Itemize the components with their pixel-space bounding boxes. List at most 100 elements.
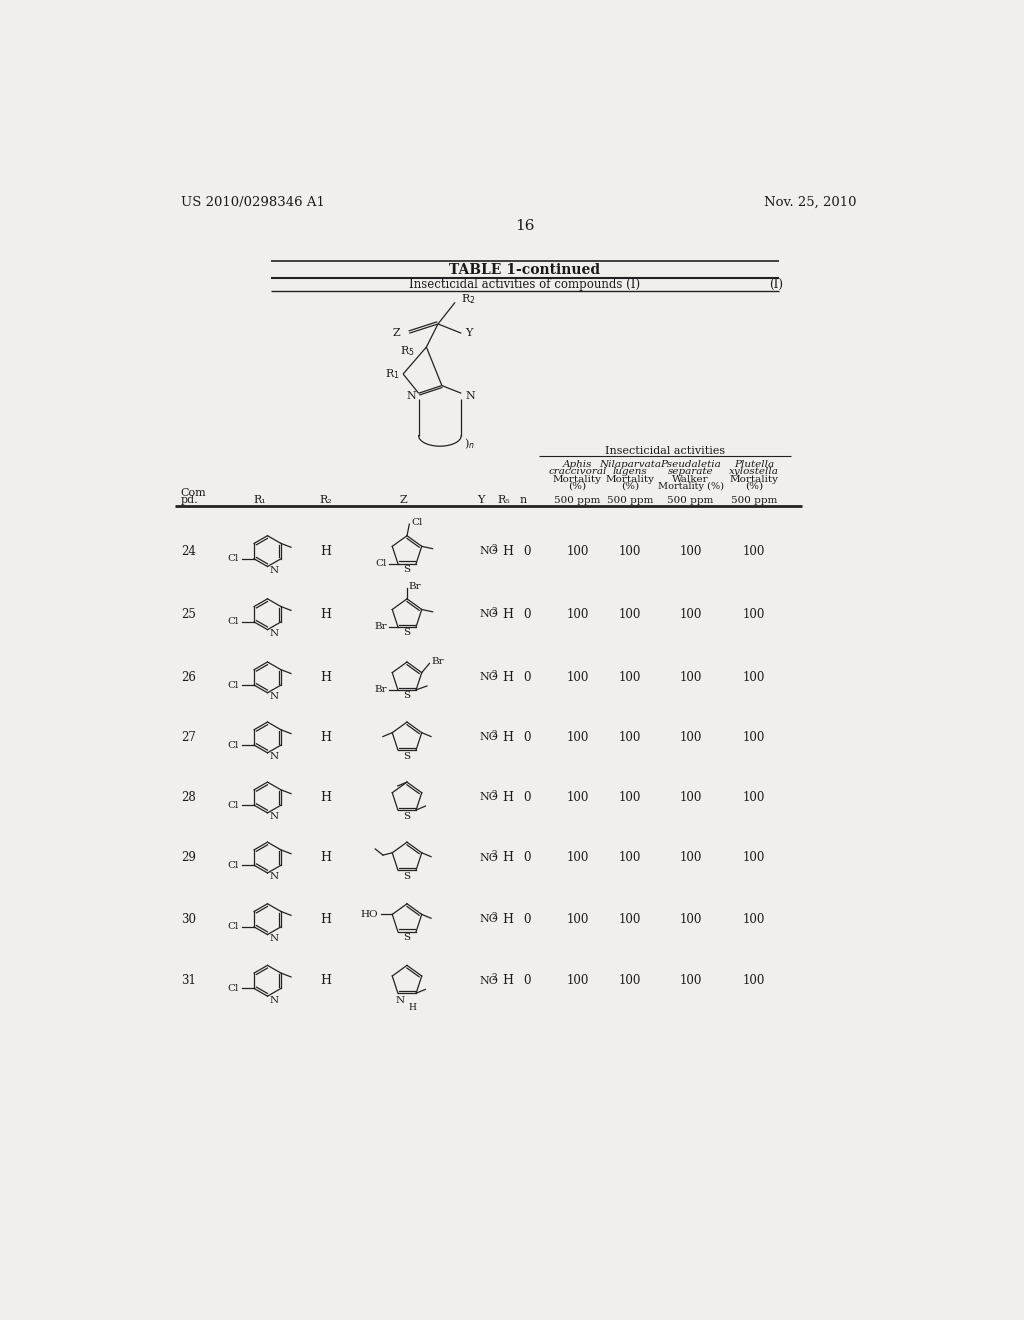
Text: TABLE 1-continued: TABLE 1-continued xyxy=(450,263,600,277)
Text: 25: 25 xyxy=(180,607,196,620)
Text: Nov. 25, 2010: Nov. 25, 2010 xyxy=(764,195,856,209)
Text: 100: 100 xyxy=(620,974,641,987)
Text: S: S xyxy=(403,871,411,880)
Text: HO: HO xyxy=(360,909,378,919)
Text: 2: 2 xyxy=(492,730,497,739)
Text: 0: 0 xyxy=(523,791,530,804)
Text: N: N xyxy=(270,566,279,574)
Text: (I): (I) xyxy=(769,279,783,292)
Text: n: n xyxy=(519,495,527,506)
Text: 0: 0 xyxy=(523,607,530,620)
Text: NO: NO xyxy=(479,546,498,556)
Text: 100: 100 xyxy=(680,545,701,557)
Text: 28: 28 xyxy=(180,791,196,804)
Text: S: S xyxy=(403,933,411,942)
Text: Br: Br xyxy=(375,622,387,631)
Text: S: S xyxy=(403,812,411,821)
Text: N: N xyxy=(270,692,279,701)
Text: xylostella: xylostella xyxy=(729,467,779,477)
Text: NO: NO xyxy=(479,853,498,862)
Text: 0: 0 xyxy=(523,851,530,865)
Text: N: N xyxy=(270,873,279,882)
Text: pd.: pd. xyxy=(180,495,199,506)
Text: Cl: Cl xyxy=(227,861,239,870)
Text: 2: 2 xyxy=(492,607,497,615)
Text: Insecticidal activities: Insecticidal activities xyxy=(604,446,725,455)
Text: 0: 0 xyxy=(523,545,530,557)
Text: 500 ppm: 500 ppm xyxy=(731,496,777,504)
Text: Mortality: Mortality xyxy=(606,475,654,484)
Text: 500 ppm: 500 ppm xyxy=(607,496,653,504)
Text: 0: 0 xyxy=(523,974,530,987)
Text: 100: 100 xyxy=(680,791,701,804)
Text: N: N xyxy=(270,935,279,942)
Text: H: H xyxy=(321,791,331,804)
Text: 100: 100 xyxy=(743,607,765,620)
Text: 2: 2 xyxy=(492,912,497,920)
Text: Insecticidal activities of compounds (I): Insecticidal activities of compounds (I) xyxy=(410,279,640,292)
Text: Br: Br xyxy=(409,582,421,591)
Text: 100: 100 xyxy=(743,851,765,865)
Text: NO: NO xyxy=(479,915,498,924)
Text: 2: 2 xyxy=(492,850,497,859)
Text: 100: 100 xyxy=(680,731,701,744)
Text: Pseudaletia: Pseudaletia xyxy=(660,459,721,469)
Text: S: S xyxy=(403,628,411,638)
Text: 2: 2 xyxy=(492,544,497,553)
Text: 100: 100 xyxy=(566,545,589,557)
Text: 100: 100 xyxy=(566,974,589,987)
Text: 0: 0 xyxy=(523,912,530,925)
Text: 100: 100 xyxy=(566,671,589,684)
Text: H: H xyxy=(321,731,331,744)
Text: H: H xyxy=(321,671,331,684)
Text: (%): (%) xyxy=(622,482,639,491)
Text: 2: 2 xyxy=(492,789,497,799)
Text: )$_n$: )$_n$ xyxy=(464,436,474,450)
Text: Cl: Cl xyxy=(227,741,239,750)
Text: N: N xyxy=(270,812,279,821)
Text: H: H xyxy=(502,851,513,865)
Text: 500 ppm: 500 ppm xyxy=(668,496,714,504)
Text: 0: 0 xyxy=(523,671,530,684)
Text: Mortality (%): Mortality (%) xyxy=(657,482,724,491)
Text: Cl: Cl xyxy=(227,983,239,993)
Text: 24: 24 xyxy=(180,545,196,557)
Text: R₂: R₂ xyxy=(319,495,332,506)
Text: Mortality: Mortality xyxy=(553,475,602,484)
Text: R$_1$: R$_1$ xyxy=(385,367,399,381)
Text: 29: 29 xyxy=(180,851,196,865)
Text: Cl: Cl xyxy=(227,554,239,564)
Text: Cl: Cl xyxy=(227,923,239,932)
Text: 0: 0 xyxy=(523,731,530,744)
Text: S: S xyxy=(403,565,411,574)
Text: 100: 100 xyxy=(620,791,641,804)
Text: Aphis: Aphis xyxy=(563,459,592,469)
Text: Com: Com xyxy=(180,488,207,499)
Text: lugens: lugens xyxy=(612,467,647,477)
Text: Y: Y xyxy=(465,329,472,338)
Text: 100: 100 xyxy=(566,607,589,620)
Text: Mortality: Mortality xyxy=(730,475,778,484)
Text: 16: 16 xyxy=(515,219,535,234)
Text: 100: 100 xyxy=(680,974,701,987)
Text: R₅: R₅ xyxy=(498,495,510,506)
Text: 100: 100 xyxy=(620,912,641,925)
Text: 100: 100 xyxy=(680,851,701,865)
Text: 100: 100 xyxy=(743,671,765,684)
Text: craccivoral: craccivoral xyxy=(548,467,606,477)
Text: 26: 26 xyxy=(180,671,196,684)
Text: N: N xyxy=(465,391,475,400)
Text: 30: 30 xyxy=(180,912,196,925)
Text: 100: 100 xyxy=(620,671,641,684)
Text: 100: 100 xyxy=(620,851,641,865)
Text: Nilaparvata: Nilaparvata xyxy=(599,459,662,469)
Text: S: S xyxy=(403,751,411,760)
Text: Walker: Walker xyxy=(673,475,709,484)
Text: 100: 100 xyxy=(680,671,701,684)
Text: 100: 100 xyxy=(743,912,765,925)
Text: NO: NO xyxy=(479,672,498,682)
Text: Cl: Cl xyxy=(227,801,239,809)
Text: H: H xyxy=(502,974,513,987)
Text: Z: Z xyxy=(392,329,400,338)
Text: 100: 100 xyxy=(566,912,589,925)
